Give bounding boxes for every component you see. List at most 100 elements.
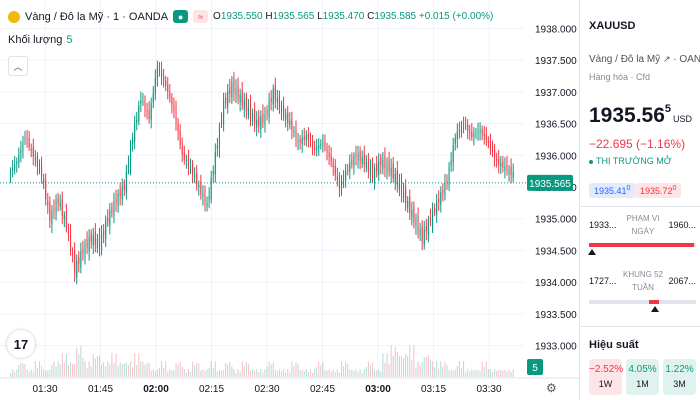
candle-body — [262, 113, 264, 123]
candle-body — [442, 189, 444, 193]
volume-bar — [338, 372, 340, 377]
volume-bar — [146, 362, 148, 377]
volume-bar — [353, 370, 355, 377]
candle-body — [500, 163, 502, 167]
candle-body — [96, 238, 98, 249]
volume-bar — [235, 372, 237, 377]
candle-body — [22, 141, 24, 151]
volume-bar — [225, 362, 227, 377]
volume-bar — [78, 354, 80, 377]
performance-3m[interactable]: 1.22% 3M — [663, 359, 696, 395]
volume-bar — [181, 366, 183, 377]
performance-1m[interactable]: 4.05% 1M — [626, 359, 659, 395]
candle-body — [378, 161, 380, 175]
volume-bar — [161, 361, 163, 377]
x-tick-label: 02:15 — [199, 384, 224, 395]
candle-body — [289, 121, 291, 126]
volume-bar — [431, 361, 434, 377]
gold-coin-icon — [8, 10, 20, 23]
candle-body — [223, 101, 225, 125]
candle-body — [270, 97, 272, 102]
volume-bar — [487, 368, 489, 377]
candle-body — [109, 210, 111, 226]
volume-bar — [506, 371, 508, 377]
candle-body — [481, 129, 483, 134]
volume-bar — [254, 371, 256, 377]
green-dot-icon: ● — [173, 10, 189, 23]
volume-bar — [314, 369, 316, 377]
candle-body — [469, 131, 471, 133]
year-range-low: 1727... — [589, 276, 617, 286]
volume-bar — [38, 361, 41, 377]
candle-body — [183, 152, 185, 160]
candle-body — [233, 78, 235, 93]
volume-bar — [390, 345, 392, 377]
year-range-bar-fill — [649, 300, 660, 304]
candle-body — [74, 251, 76, 274]
candle-body — [301, 137, 303, 145]
legend-change: +0.015 (+0.00%) — [418, 11, 494, 22]
chart-settings-gear-icon[interactable]: ⚙ — [546, 381, 557, 395]
volume-bar — [117, 365, 119, 377]
candle-body — [494, 149, 496, 159]
bid-price[interactable]: 1935.410 — [589, 183, 636, 198]
volume-bar — [198, 363, 200, 377]
candle-body — [386, 162, 388, 173]
candle-body — [371, 164, 374, 178]
candle-body — [80, 251, 82, 268]
volume-bar — [371, 362, 374, 377]
volume-bar — [322, 362, 324, 377]
volume-bar — [287, 369, 289, 377]
candle-body — [413, 206, 415, 223]
volume-bar — [45, 370, 47, 377]
volume-bar — [498, 369, 500, 377]
tradingview-logo-icon[interactable]: 17 — [7, 330, 35, 358]
volume-bar — [405, 354, 407, 377]
candle-body — [28, 138, 30, 148]
volume-bar — [326, 370, 328, 377]
candle-body — [34, 158, 36, 160]
candle-body — [84, 243, 86, 259]
divider — [581, 326, 700, 327]
ask-price[interactable]: 1935.720 — [635, 183, 682, 198]
candle-body — [16, 162, 18, 164]
candle-body — [235, 88, 237, 97]
symbol-name[interactable]: XAUUSD — [589, 20, 636, 32]
candle-body — [220, 120, 223, 124]
volume-bar — [421, 362, 423, 377]
volume-bar — [272, 362, 274, 377]
candle-body — [458, 130, 460, 132]
volume-bar — [494, 369, 496, 377]
volume-bar — [252, 369, 254, 377]
volume-bar — [231, 366, 233, 377]
candle-body — [129, 146, 132, 167]
current-price-badge — [527, 174, 573, 191]
candle-body — [409, 196, 411, 213]
day-range-label: PHẠM VI NGÀY — [626, 214, 660, 236]
symbol-title[interactable]: Vàng / Đô la Mỹ · 1 · OANDA — [25, 10, 169, 23]
volume-bar — [107, 361, 109, 377]
candle-body — [154, 78, 156, 94]
price-chart[interactable]: 1938.000 1937.500 1937.000 1936.500 1936.000… — [0, 0, 579, 400]
volume-bar — [274, 370, 276, 377]
candle-body — [347, 169, 349, 171]
volume-bar — [169, 369, 171, 377]
year-range-bar — [589, 300, 696, 304]
compare-icon[interactable]: ≈ — [193, 10, 209, 23]
volume-bar — [489, 369, 491, 377]
y-tick-label: 1933.500 — [535, 310, 577, 321]
chart-area[interactable]: 1938.000 1937.500 1937.000 1936.500 1936.000… — [0, 0, 580, 400]
collapse-legend-button[interactable]: ︿ — [8, 56, 28, 76]
candle-body — [485, 135, 487, 140]
y-tick-label: 1937.500 — [535, 56, 577, 67]
volume-axis-badge — [527, 359, 543, 375]
x-tick-label: 01:45 — [88, 384, 113, 395]
day-range-high: 1960... — [668, 220, 696, 230]
volume-bar — [69, 362, 72, 377]
volume-bar — [258, 372, 260, 377]
volume-bar — [500, 370, 502, 377]
symbol-source[interactable]: Vàng / Đô la Mỹ ↗ · OANDA — [589, 54, 700, 65]
performance-1w[interactable]: −2.52% 1W — [589, 359, 623, 395]
candle-body — [266, 110, 268, 115]
y-tick-label: 1937.000 — [535, 88, 577, 99]
